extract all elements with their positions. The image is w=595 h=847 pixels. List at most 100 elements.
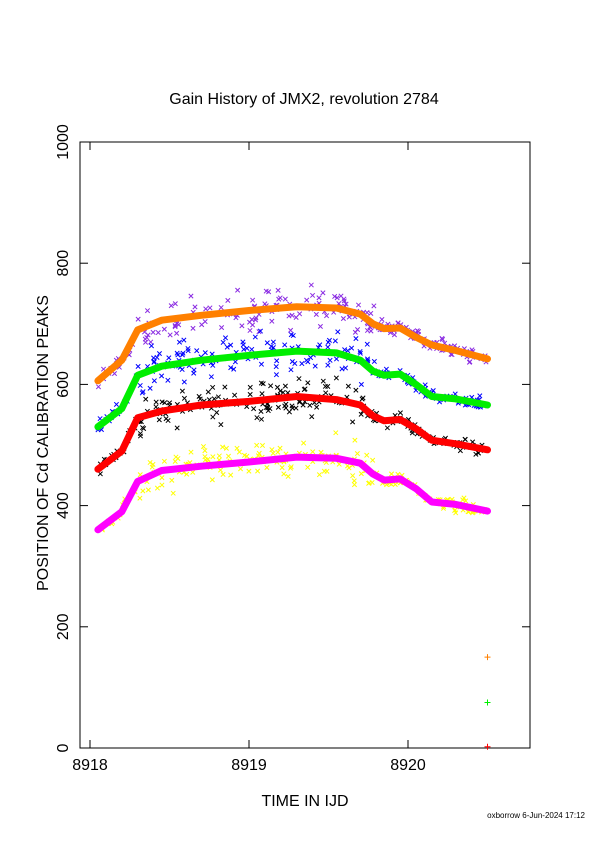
x-axis-label: TIME IN IJD xyxy=(261,793,348,810)
data-point xyxy=(462,436,468,442)
data-point xyxy=(258,380,264,386)
data-point xyxy=(155,330,161,336)
data-point xyxy=(174,425,180,431)
data-point xyxy=(222,384,228,390)
data-point xyxy=(353,387,359,393)
data-point xyxy=(308,355,314,361)
data-point xyxy=(282,296,288,302)
data-point xyxy=(342,365,349,371)
data-point xyxy=(289,359,295,365)
series-line xyxy=(94,453,491,534)
data-point xyxy=(274,358,280,364)
data-point xyxy=(217,467,224,473)
data-point xyxy=(162,400,168,406)
data-point xyxy=(364,341,370,347)
data-point xyxy=(332,338,338,344)
data-point xyxy=(163,416,169,422)
data-point xyxy=(168,303,174,309)
data-point xyxy=(172,323,178,329)
data-point xyxy=(148,339,154,345)
data-point xyxy=(154,485,161,491)
data-point xyxy=(209,477,215,483)
data-point xyxy=(379,316,385,322)
data-point xyxy=(264,464,270,471)
data-point xyxy=(332,293,338,300)
data-point xyxy=(269,447,275,453)
data-point xyxy=(322,383,328,389)
data-point xyxy=(473,451,479,457)
data-point xyxy=(383,366,389,372)
data-point xyxy=(304,297,310,303)
marker-point xyxy=(484,654,491,661)
data-point xyxy=(258,361,265,367)
data-point xyxy=(143,339,149,345)
plot-frame xyxy=(79,141,531,749)
data-point xyxy=(270,339,276,345)
data-point xyxy=(268,343,274,349)
data-point xyxy=(172,458,178,464)
data-point xyxy=(283,401,289,407)
data-point xyxy=(388,471,395,477)
data-point xyxy=(180,350,186,356)
data-point xyxy=(249,346,255,352)
data-point xyxy=(135,363,141,370)
data-point xyxy=(220,444,226,450)
data-point xyxy=(351,478,357,484)
data-point xyxy=(252,317,259,323)
data-point xyxy=(355,302,362,308)
data-point xyxy=(320,290,326,296)
data-point xyxy=(358,411,364,417)
data-point xyxy=(310,449,316,455)
data-point xyxy=(324,313,330,319)
data-point xyxy=(147,459,153,466)
data-point xyxy=(339,366,345,372)
data-point xyxy=(364,356,371,362)
data-point xyxy=(231,366,237,372)
data-point xyxy=(368,310,374,316)
data-point xyxy=(176,339,183,345)
data-point xyxy=(281,471,287,477)
y-tick-label: 0 xyxy=(55,743,72,752)
data-point xyxy=(161,458,167,464)
data-point xyxy=(165,377,171,383)
data-point xyxy=(296,376,302,382)
data-point xyxy=(317,323,323,329)
data-point xyxy=(232,359,238,365)
data-point xyxy=(314,404,320,410)
data-point xyxy=(208,374,214,380)
data-point xyxy=(440,505,447,511)
data-point xyxy=(135,316,141,322)
data-point xyxy=(181,379,187,385)
marker-point xyxy=(484,743,491,750)
data-point xyxy=(228,472,234,478)
data-point xyxy=(288,327,294,333)
y-tick-label: 200 xyxy=(55,613,72,640)
data-point xyxy=(172,324,178,330)
data-point xyxy=(240,342,246,348)
data-point xyxy=(174,330,180,336)
data-point xyxy=(222,335,229,341)
series-line xyxy=(94,393,491,473)
data-point xyxy=(288,367,294,373)
axis-ticks: 0 200 400 600 800 1000 8918 8919 8920 xyxy=(55,124,530,774)
data-point xyxy=(264,340,270,346)
y-tick-label: 1000 xyxy=(55,124,72,160)
data-point xyxy=(202,319,208,325)
data-point xyxy=(258,408,264,414)
data-point xyxy=(143,396,149,402)
data-point xyxy=(325,362,331,368)
data-point xyxy=(326,337,333,343)
data-point xyxy=(267,406,273,412)
data-point xyxy=(439,335,445,341)
data-point xyxy=(255,468,261,474)
data-point xyxy=(293,405,299,411)
data-point xyxy=(184,471,190,477)
data-point xyxy=(318,449,324,455)
data-point xyxy=(200,443,207,450)
data-point xyxy=(251,406,257,412)
data-point xyxy=(274,384,281,390)
data-point xyxy=(202,350,208,356)
data-point xyxy=(218,422,224,428)
data-point xyxy=(228,365,234,371)
